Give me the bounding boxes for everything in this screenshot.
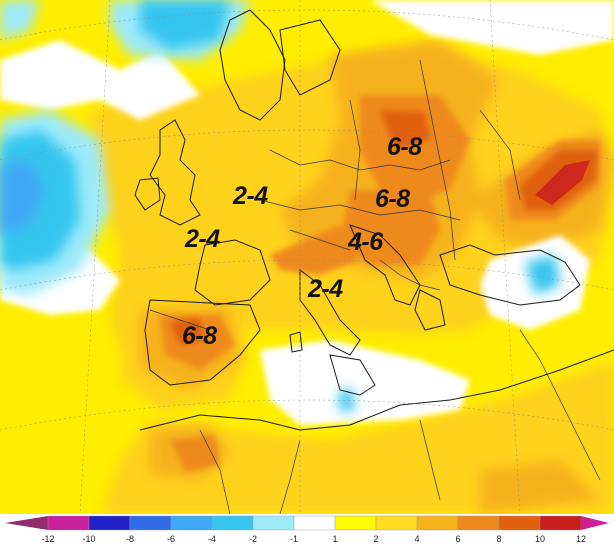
anomaly-label-poland: 6-8 bbox=[375, 185, 410, 213]
legend-colorbar bbox=[5, 515, 609, 531]
legend-tick-label: 6 bbox=[455, 534, 461, 544]
legend-tick-label: -1 bbox=[289, 534, 298, 544]
legend-tick-label: 1 bbox=[332, 534, 338, 544]
legend-tick-label: -12 bbox=[41, 534, 55, 544]
legend-tick-label: -4 bbox=[207, 534, 216, 544]
legend-swatch bbox=[498, 515, 541, 531]
legend-tick-label: 10 bbox=[534, 534, 545, 544]
legend-arrow-low bbox=[5, 516, 48, 530]
legend-tick-label: 2 bbox=[373, 534, 379, 544]
legend-swatch bbox=[252, 515, 295, 531]
anomaly-label-balkans: 4-6 bbox=[348, 228, 383, 256]
field-10-12 bbox=[535, 160, 590, 205]
field-minus-4-6 bbox=[0, 160, 45, 235]
legend-tick-label: 4 bbox=[414, 534, 420, 544]
color-legend: -12 -10 -8 -6 -4 -2 -1 1 2 4 6 8 10 12 bbox=[0, 514, 614, 550]
legend-swatch bbox=[334, 515, 377, 531]
legend-arrow-high bbox=[581, 516, 609, 530]
legend-swatch bbox=[539, 515, 582, 531]
coastlines bbox=[134, 9, 614, 431]
anomaly-label-italy: 2-4 bbox=[308, 275, 343, 303]
legend-swatch bbox=[47, 515, 90, 531]
legend-swatch bbox=[88, 515, 131, 531]
legend-tick-label: 12 bbox=[575, 534, 586, 544]
legend-tick-label: -10 bbox=[82, 534, 96, 544]
legend-tick-label: -8 bbox=[125, 534, 134, 544]
legend-tick-label: -6 bbox=[166, 534, 175, 544]
anomaly-label-britain: 2-4 bbox=[185, 225, 220, 253]
anomaly-label-germany: 2-4 bbox=[233, 182, 268, 210]
anomaly-label-baltic: 6-8 bbox=[387, 133, 422, 161]
legend-swatch bbox=[293, 515, 336, 531]
grid-lines bbox=[0, 0, 614, 514]
anomaly-label-iberia: 6-8 bbox=[182, 322, 217, 350]
anomaly-map: 6-8 6-8 4-6 2-4 2-4 2-4 6-8 bbox=[0, 0, 614, 514]
legend-swatch bbox=[375, 515, 418, 531]
legend-swatch bbox=[211, 515, 254, 531]
legend-swatch bbox=[457, 515, 500, 531]
legend-swatch bbox=[129, 515, 172, 531]
legend-swatch bbox=[416, 515, 459, 531]
legend-tick-label: 8 bbox=[496, 534, 502, 544]
map-canvas bbox=[0, 0, 614, 514]
legend-swatch bbox=[170, 515, 213, 531]
legend-tick-label: -2 bbox=[248, 534, 257, 544]
